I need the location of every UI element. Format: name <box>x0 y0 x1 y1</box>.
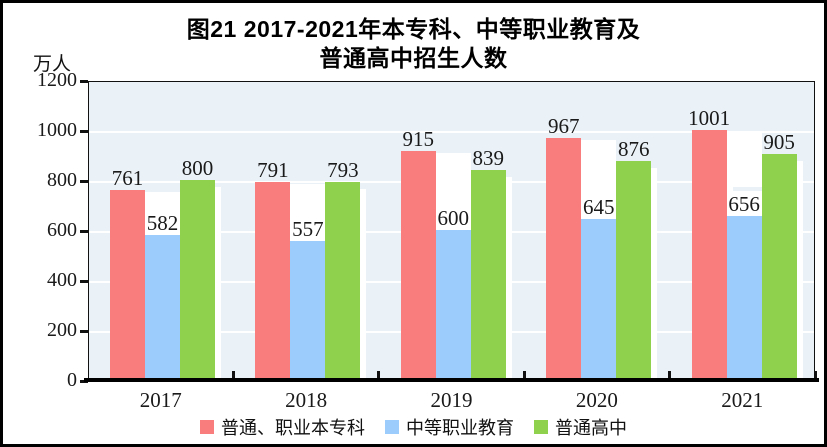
y-tick-200 <box>80 329 88 333</box>
bar-2019-series2 <box>435 230 471 380</box>
x-tick <box>377 371 381 380</box>
y-tick-400 <box>80 279 88 283</box>
bar-2021-series1 <box>691 129 727 380</box>
bar-2021-series2 <box>726 216 762 380</box>
y-tick-label-1200: 1200 <box>37 69 77 91</box>
bar-value-label: 791 <box>257 158 289 183</box>
bar-value-label: 600 <box>437 206 470 230</box>
bar-2018-series1 <box>255 182 291 380</box>
y-tick-600 <box>80 229 88 233</box>
bar-2017-series1 <box>110 189 145 380</box>
x-category-label-2017: 2017 <box>139 388 182 412</box>
bar-value-label: 1001 <box>688 105 731 130</box>
legend-swatch-green <box>534 420 548 434</box>
x-category-label-2019: 2019 <box>430 388 473 412</box>
chart-title-line2: 普通高中招生人数 <box>319 45 508 71</box>
x-tick <box>813 371 817 380</box>
x-category-label-2021: 2021 <box>721 388 764 412</box>
bar-value-label: 656 <box>728 192 760 216</box>
x-category-label-2020: 2020 <box>575 388 618 412</box>
x-tick <box>522 371 526 380</box>
legend-swatch-blue <box>385 420 399 434</box>
y-tick-label-800: 800 <box>47 169 77 191</box>
x-category-label-2018: 2018 <box>285 388 328 412</box>
legend-swatch-red <box>200 420 214 434</box>
bar-value-label: 905 <box>763 129 795 154</box>
legend-label: 中等职业教育 <box>406 418 514 438</box>
y-tick-label-1000: 1000 <box>37 119 77 141</box>
bar-2019-series3 <box>470 170 506 380</box>
bar-2017-series2 <box>145 234 180 380</box>
y-tick-1200 <box>80 79 88 83</box>
bar-2017-series3 <box>180 180 215 380</box>
bar-value-label: 967 <box>547 114 580 139</box>
bar-highlight-block <box>435 153 471 209</box>
y-tick-label-200: 200 <box>47 319 77 341</box>
bar-value-label: 793 <box>327 157 359 182</box>
x-tick <box>668 371 672 380</box>
bar-highlight-block <box>726 131 762 187</box>
bar-value-label: 645 <box>582 194 615 219</box>
legend-label: 普通高中 <box>555 418 627 438</box>
bar-value-label: 876 <box>617 137 650 161</box>
y-tick-label-0: 0 <box>67 369 77 391</box>
y-tick-800 <box>80 179 88 183</box>
legend-item-zhongzhi: 中等职业教育 <box>385 414 514 440</box>
bar-value-label: 800 <box>181 156 214 180</box>
bar-value-label: 839 <box>472 146 505 171</box>
legend-item-gaozhong: 普通高中 <box>534 414 627 440</box>
bar-2020-series1 <box>546 138 582 380</box>
bar-2018-series2 <box>290 240 326 380</box>
y-tick-label-600: 600 <box>47 219 77 241</box>
bar-2019-series1 <box>400 151 436 380</box>
bar-2021-series3 <box>761 153 797 380</box>
bar-2020-series2 <box>581 218 617 380</box>
x-axis-line <box>84 378 819 382</box>
gridline-1000 <box>89 131 814 133</box>
y-axis-unit-label: 万人 <box>33 54 72 75</box>
bar-value-label: 761 <box>111 165 144 190</box>
plot-area: 761 582 800 791 557 793 915 600 839 967 645 876 1001… <box>88 81 815 381</box>
legend-label: 普通、职业本专科 <box>221 418 365 438</box>
bar-highlight-block <box>581 140 617 196</box>
chart-title-line1: 图21 2017-2021年本专科、中等职业教育及 <box>186 16 641 42</box>
legend: 普通、职业本专科 中等职业教育 普通高中 <box>3 414 824 440</box>
y-tick-label-400: 400 <box>47 269 77 291</box>
y-tick-1000 <box>80 129 88 133</box>
bar-value-label: 915 <box>402 127 435 152</box>
bar-value-label: 557 <box>292 216 324 241</box>
bar-2020-series3 <box>616 161 652 380</box>
x-tick <box>231 371 235 380</box>
bar-value-label: 582 <box>146 210 179 235</box>
bar-2018-series3 <box>325 181 361 380</box>
legend-item-benzhuanke: 普通、职业本专科 <box>200 414 365 440</box>
